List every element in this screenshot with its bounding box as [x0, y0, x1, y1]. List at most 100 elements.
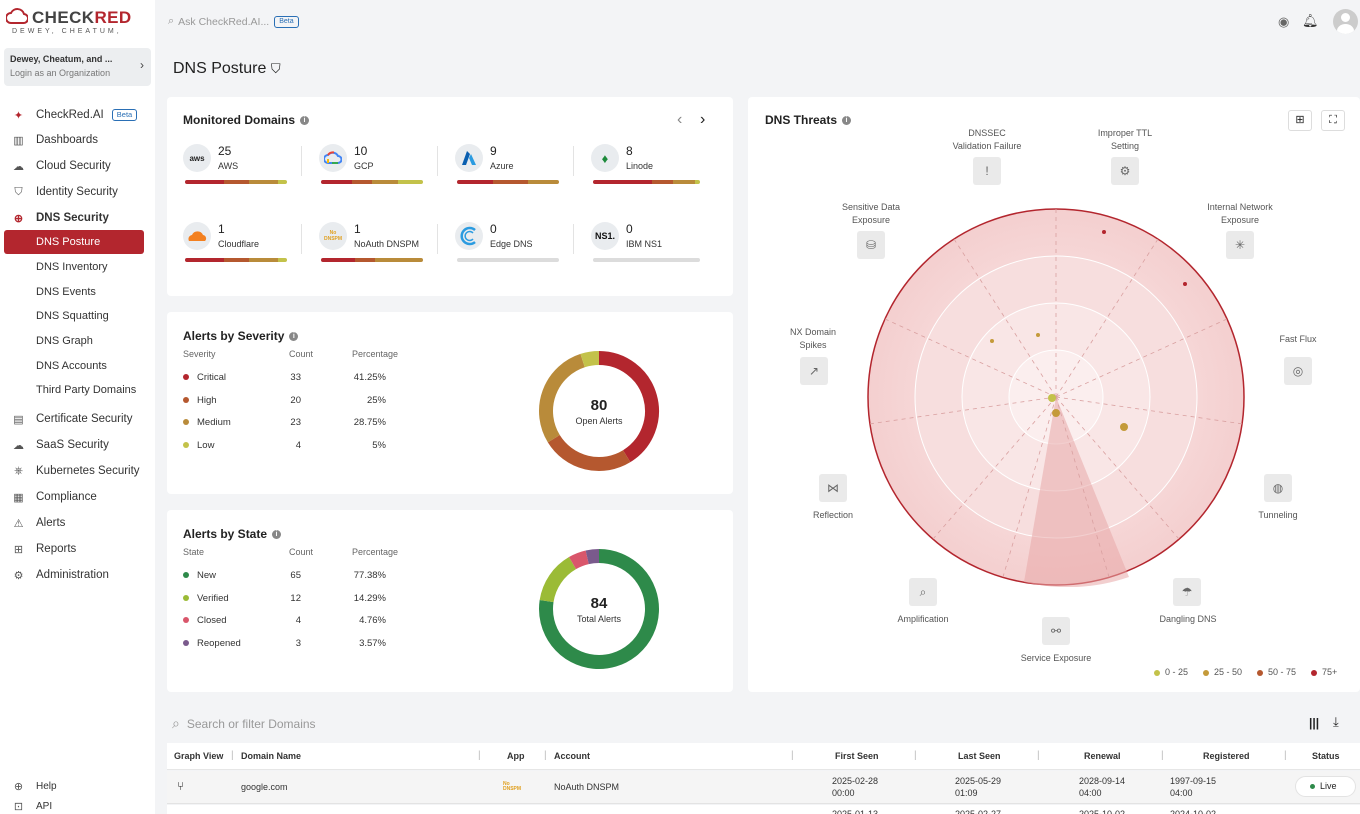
download-icon[interactable]: ⤓ — [1333, 714, 1339, 729]
column-graph-view[interactable]: Graph View — [174, 751, 224, 761]
trend-up-icon[interactable]: ↗ — [800, 357, 828, 385]
nav-dns-squatting[interactable]: DNS Squatting — [36, 310, 109, 322]
domain-name-cell[interactable]: google.com — [241, 782, 288, 792]
column-divider[interactable]: | — [791, 750, 794, 761]
donut-segment-new[interactable] — [539, 549, 659, 669]
avatar[interactable] — [1333, 9, 1358, 34]
column-registered[interactable]: Registered — [1203, 751, 1250, 761]
nav-api[interactable]: ⊡ API — [12, 796, 52, 814]
column-divider[interactable]: | — [478, 750, 481, 761]
graph-view-icon[interactable]: ⑂ — [177, 779, 185, 793]
nav-alerts[interactable]: ⚠ Alerts — [12, 513, 66, 533]
donut-segment-verified[interactable] — [539, 557, 577, 603]
column-divider[interactable]: | — [231, 750, 234, 761]
nav-help[interactable]: ⊕ Help — [12, 776, 57, 796]
nav-dns-accounts[interactable]: DNS Accounts — [36, 360, 107, 372]
nav-dns-graph[interactable]: DNS Graph — [36, 335, 93, 347]
nav-dns-posture[interactable]: DNS Posture — [4, 230, 144, 254]
column-divider[interactable]: | — [1161, 750, 1164, 761]
tunneling-icon[interactable]: ◍ — [1264, 474, 1292, 502]
provider-gcp[interactable]: 10 GCP — [319, 144, 439, 194]
provider-ibm-ns1[interactable]: NS1. 0 IBM NS1 — [591, 222, 711, 272]
threat-improper-ttl[interactable]: Improper TTL Setting — [1082, 127, 1168, 153]
brand-logo[interactable]: CHECKRED DEWEY, CHEATUM, — [6, 6, 146, 40]
nav-dns-inventory[interactable]: DNS Inventory — [36, 261, 108, 273]
warning-circle-icon[interactable]: ! — [973, 157, 1001, 185]
provider-cloudflare[interactable]: 1 Cloudflare — [183, 222, 303, 272]
column-account[interactable]: Account — [554, 751, 590, 761]
column-divider[interactable]: | — [1037, 750, 1040, 761]
donut-segment-low[interactable] — [580, 351, 600, 368]
provider-aws[interactable]: aws 25 AWS — [183, 144, 303, 194]
reflection-icon[interactable]: ⋈ — [819, 474, 847, 502]
grid-view-icon[interactable]: ⊞ — [1288, 110, 1312, 131]
threat-fast-flux[interactable]: Fast Flux — [1268, 333, 1328, 346]
chevron-left-icon[interactable]: ‹ — [677, 111, 683, 128]
legend-item[interactable]: Low — [183, 440, 214, 451]
provider-noauth-dnspm[interactable]: No DNSPM 1 NoAuth DNSPM — [319, 222, 439, 272]
column-divider[interactable]: | — [1284, 750, 1287, 761]
bell-icon[interactable]: 🔔︎ — [1302, 13, 1319, 28]
service-exposure-icon[interactable]: ⚯ — [1042, 617, 1070, 645]
threat-amplification[interactable]: Amplification — [888, 613, 958, 626]
donut-segment-critical[interactable] — [598, 351, 659, 463]
ai-search[interactable]: ⌕ Ask CheckRed.AI... Beta — [168, 15, 299, 28]
nav-compliance[interactable]: ▦ Compliance — [12, 487, 96, 507]
columns-icon[interactable]: ||| — [1309, 716, 1320, 730]
nav-cloud-security[interactable]: ☁ Cloud Security — [12, 156, 111, 176]
bookmark-icon[interactable]: ⛉ — [270, 61, 281, 76]
threat-service-exposure[interactable]: Service Exposure — [1010, 652, 1102, 665]
threat-internal-network[interactable]: Internal Network Exposure — [1192, 201, 1288, 227]
nav-third-party-domains[interactable]: Third Party Domains — [36, 384, 137, 396]
info-icon[interactable]: i — [289, 332, 299, 342]
threat-tunneling[interactable]: Tunneling — [1248, 509, 1308, 522]
column-divider[interactable]: | — [914, 750, 917, 761]
amplification-icon[interactable]: ⌕ — [909, 578, 937, 606]
nav-certificate-security[interactable]: ▤ Certificate Security — [12, 409, 132, 429]
settings-icon[interactable]: ⚙ — [1111, 157, 1139, 185]
org-switcher[interactable]: Dewey, Cheatum, and ... Login as an Orga… — [4, 48, 151, 86]
column-status[interactable]: Status — [1312, 751, 1340, 761]
info-icon[interactable]: i — [300, 116, 310, 126]
nav-checkred-ai[interactable]: ✦ CheckRed.AI Beta — [12, 105, 138, 125]
donut-segment-closed[interactable] — [569, 550, 590, 570]
column-divider[interactable]: | — [544, 750, 547, 761]
legend-item[interactable]: Reopened — [183, 638, 241, 649]
column-last-seen[interactable]: Last Seen — [958, 751, 1001, 761]
threat-dnssec[interactable]: DNSSEC Validation Failure — [944, 127, 1030, 153]
threat-reflection[interactable]: Reflection — [804, 509, 862, 522]
info-icon[interactable]: i — [272, 530, 282, 540]
dangling-dns-icon[interactable]: ☂ — [1173, 578, 1201, 606]
nav-reports[interactable]: ⊞ Reports — [12, 539, 76, 559]
donut-segment-medium[interactable] — [539, 353, 586, 443]
threat-dangling-dns[interactable]: Dangling DNS — [1152, 613, 1224, 626]
threat-nx-domain[interactable]: NX Domain Spikes — [778, 326, 848, 352]
table-row[interactable] — [167, 771, 1360, 804]
provider-edge-dns[interactable]: 0 Edge DNS — [455, 222, 575, 272]
donut-segment-high[interactable] — [547, 434, 631, 471]
nav-administration[interactable]: ⚙ Administration — [12, 565, 109, 585]
legend-item[interactable]: Closed — [183, 615, 227, 626]
column-domain-name[interactable]: Domain Name — [241, 751, 302, 761]
provider-azure[interactable]: 9 Azure — [455, 144, 575, 194]
column-first-seen[interactable]: First Seen — [835, 751, 879, 761]
legend-item[interactable]: High — [183, 395, 217, 406]
domain-search[interactable]: ⌕ Search or filter Domains — [172, 715, 316, 732]
nav-identity-security[interactable]: ⛉ Identity Security — [12, 182, 117, 202]
fast-flux-icon[interactable]: ◎ — [1284, 357, 1312, 385]
provider-linode[interactable]: ♦ 8 Linode — [591, 144, 711, 194]
nav-kubernetes-security[interactable]: ⎈ Kubernetes Security — [12, 461, 139, 481]
info-icon[interactable]: i — [842, 116, 852, 126]
nav-dns-security[interactable]: ⊕ DNS Security — [12, 208, 109, 228]
legend-item[interactable]: Medium — [183, 417, 231, 428]
legend-item[interactable]: Verified — [183, 593, 229, 604]
eye-icon[interactable]: ◉ — [1278, 14, 1290, 29]
column-app[interactable]: App — [507, 751, 525, 761]
network-icon[interactable]: ✳ — [1226, 231, 1254, 259]
nav-dashboards[interactable]: ▥ Dashboards — [12, 130, 98, 150]
legend-item[interactable]: Critical — [183, 372, 226, 383]
nav-dns-events[interactable]: DNS Events — [36, 286, 96, 298]
threat-sensitive-data[interactable]: Sensitive Data Exposure — [826, 201, 916, 227]
fullscreen-icon[interactable]: ⛶ — [1321, 110, 1345, 131]
donut-segment-reopened[interactable] — [585, 549, 600, 565]
